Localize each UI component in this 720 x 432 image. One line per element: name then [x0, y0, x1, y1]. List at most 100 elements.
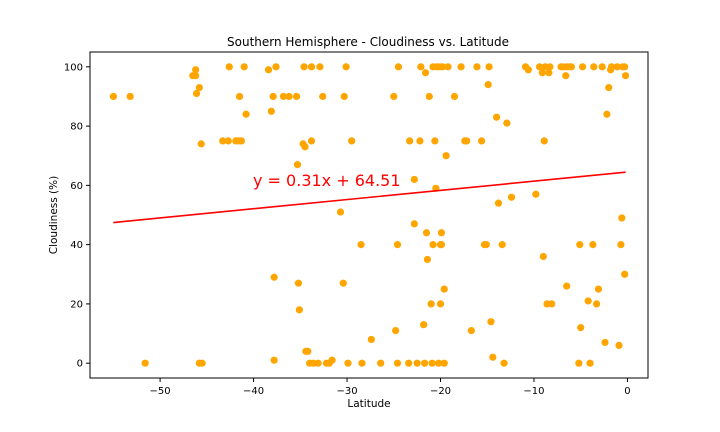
data-point	[484, 81, 492, 89]
data-point	[410, 175, 418, 184]
data-point	[413, 359, 421, 367]
data-point	[225, 63, 233, 71]
data-point	[422, 229, 431, 237]
data-point	[494, 199, 503, 207]
data-point	[437, 229, 446, 237]
data-point	[219, 137, 227, 145]
data-point	[562, 72, 570, 80]
data-point	[435, 359, 443, 367]
data-point	[339, 279, 347, 287]
regression-equation: y = 0.31x + 64.51	[253, 171, 401, 190]
data-point	[416, 137, 424, 145]
data-point	[392, 326, 400, 335]
data-point	[436, 300, 445, 308]
y-tick-label: 40	[70, 240, 83, 251]
data-point	[589, 241, 597, 249]
data-point	[545, 69, 553, 77]
plot-area	[109, 63, 630, 367]
data-point	[328, 356, 336, 364]
plot-frame	[89, 51, 649, 379]
data-point	[576, 241, 584, 249]
data-point	[109, 92, 117, 101]
x-tick-label: −30	[336, 386, 357, 397]
data-point	[192, 72, 200, 80]
data-point	[546, 63, 554, 71]
data-point	[592, 300, 601, 308]
data-point	[621, 72, 630, 80]
data-point	[307, 137, 316, 145]
data-point	[269, 92, 277, 101]
data-point	[240, 63, 248, 71]
data-point	[590, 63, 598, 71]
data-point	[613, 63, 621, 71]
data-point	[577, 324, 585, 332]
data-point	[192, 89, 201, 98]
data-point	[463, 137, 471, 145]
data-point	[598, 63, 606, 71]
data-point	[538, 69, 546, 77]
data-point	[420, 321, 428, 329]
data-point	[489, 353, 497, 361]
y-tick-label: 60	[70, 181, 83, 192]
data-point	[425, 92, 433, 101]
data-point	[503, 119, 511, 127]
data-point	[601, 338, 609, 347]
data-point	[410, 220, 418, 228]
x-tick-label: −40	[243, 386, 264, 397]
data-point	[141, 359, 149, 367]
data-point	[427, 300, 435, 308]
data-point	[500, 359, 508, 367]
data-point	[340, 92, 348, 101]
x-tick-label: −20	[430, 386, 451, 397]
data-point	[270, 273, 278, 281]
data-point	[336, 208, 345, 216]
data-point	[348, 137, 356, 145]
data-point	[264, 66, 273, 74]
data-point	[428, 359, 436, 367]
data-point	[314, 359, 322, 367]
data-point	[192, 66, 200, 74]
data-point	[285, 92, 293, 101]
data-point	[237, 137, 246, 145]
data-point	[301, 143, 309, 151]
data-point	[498, 241, 506, 249]
data-point	[198, 359, 206, 367]
data-point	[607, 63, 616, 71]
data-point	[473, 63, 481, 71]
data-point	[618, 214, 626, 222]
data-point	[394, 63, 403, 71]
data-point	[539, 252, 547, 261]
data-point	[485, 63, 493, 71]
data-point	[440, 285, 448, 293]
data-point	[304, 347, 312, 355]
data-point	[358, 359, 366, 367]
data-point	[478, 137, 486, 145]
data-point	[316, 63, 324, 71]
regression-line	[113, 171, 626, 224]
x-axis: −50 −40 −30 −20 −10 0	[150, 378, 631, 397]
data-point	[406, 137, 414, 145]
data-point	[126, 92, 134, 101]
data-point	[342, 63, 350, 71]
data-point	[279, 92, 288, 101]
data-point	[197, 140, 205, 148]
data-point	[492, 113, 501, 121]
data-point	[450, 92, 459, 101]
data-point	[224, 137, 232, 145]
data-point	[584, 297, 592, 305]
y-tick-label: 100	[64, 62, 83, 73]
x-axis-label: Latitude	[347, 398, 390, 410]
data-point	[575, 359, 583, 367]
data-point	[563, 282, 571, 290]
data-point	[421, 359, 429, 367]
data-point	[567, 63, 575, 71]
data-point	[442, 152, 450, 160]
data-point	[440, 359, 448, 367]
data-point	[507, 193, 516, 201]
x-tick-label: 0	[624, 386, 630, 397]
data-point	[300, 63, 308, 71]
data-point	[586, 359, 594, 367]
data-point	[292, 92, 301, 101]
data-point	[242, 110, 250, 118]
data-point	[467, 326, 475, 335]
